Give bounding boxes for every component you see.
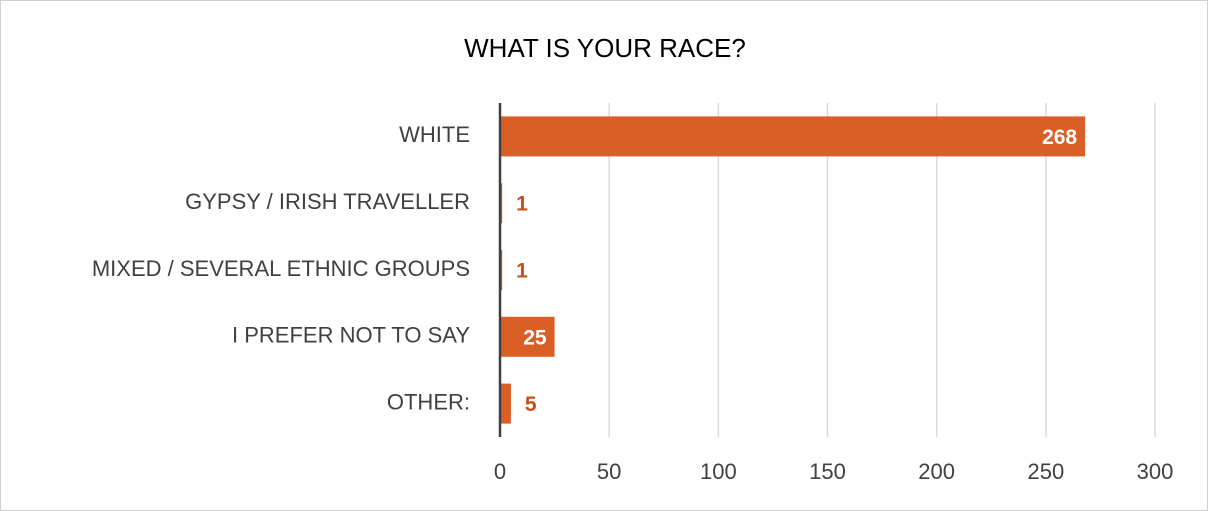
y-tick-label: I PREFER NOT TO SAY	[232, 323, 470, 348]
y-tick-label: MIXED / SEVERAL ETHNIC GROUPS	[92, 256, 470, 281]
data-label: 268	[1042, 126, 1077, 149]
chart-title: WHAT IS YOUR RACE?	[464, 33, 746, 63]
bar	[500, 383, 511, 424]
bar	[500, 116, 1086, 157]
data-label: 5	[525, 393, 537, 416]
data-label: 1	[516, 193, 528, 216]
x-tick-label: 250	[1027, 459, 1064, 484]
bar	[500, 316, 555, 357]
y-tick-label: WHITE	[399, 122, 470, 147]
x-tick-label: 0	[494, 459, 506, 484]
x-tick-label: 150	[809, 459, 846, 484]
data-label: 1	[516, 260, 528, 283]
x-tick-label: 50	[597, 459, 621, 484]
y-tick-label: GYPSY / IRISH TRAVELLER	[185, 189, 470, 214]
x-tick-label: 300	[1137, 459, 1174, 484]
data-label: 25	[523, 326, 547, 349]
x-tick-label: 100	[700, 459, 737, 484]
x-tick-label: 200	[918, 459, 955, 484]
y-tick-label: OTHER:	[387, 389, 470, 414]
